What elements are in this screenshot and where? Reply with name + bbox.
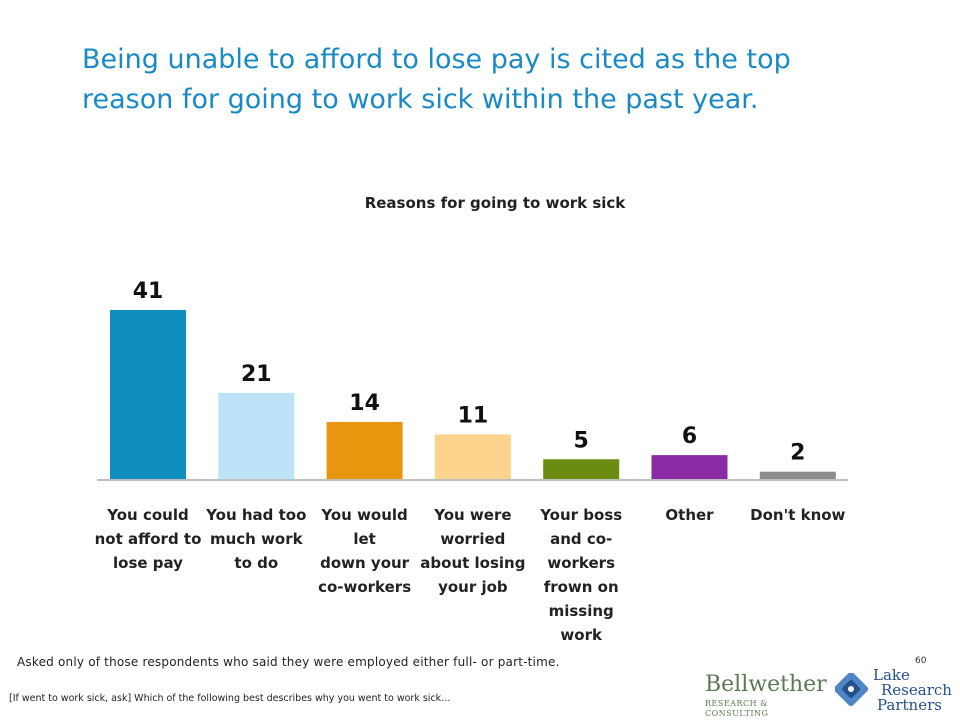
category-label-line: much work	[209, 530, 303, 548]
data-label-6: 6	[682, 424, 697, 449]
data-label-3: 14	[349, 391, 380, 416]
data-label-5: 5	[574, 428, 589, 453]
category-label-7: Don't know	[743, 503, 853, 527]
puzzle-icon	[835, 673, 869, 707]
headline-line-2: reason for going to work sick within the…	[82, 84, 759, 115]
data-label-7: 2	[790, 441, 805, 466]
category-label-line: frown on	[543, 578, 619, 596]
category-label-line: workers	[547, 554, 615, 572]
bellwether-logo-name: Bellwether	[705, 672, 827, 697]
page-number: 60	[915, 656, 927, 666]
chart-title: Reasons for going to work sick	[364, 194, 626, 212]
bar-7	[759, 471, 836, 480]
category-label-line: lose pay	[113, 554, 183, 572]
category-label-line: Your boss	[540, 506, 623, 524]
category-label-line: Don't know	[750, 506, 846, 524]
lrp-logo-line-2: Research	[881, 681, 952, 699]
category-label-line: your job	[438, 578, 508, 596]
lake-research-partners-logo: Lake Research Partners	[835, 665, 955, 717]
category-label-1: You could not afford to lose pay	[93, 503, 203, 575]
category-label-3: You would let down your co-workers	[310, 503, 420, 599]
data-label-2: 21	[241, 362, 272, 387]
bar-1	[110, 310, 186, 480]
footnote: Asked only of those respondents who said…	[17, 655, 560, 669]
category-label-line: down your	[320, 554, 410, 572]
category-label-line: and co-	[550, 530, 613, 548]
category-label-line: to do	[234, 554, 279, 572]
bellwether-logo: Bellwether RESEARCH & CONSULTING	[705, 672, 827, 719]
category-label-line: You would let	[321, 506, 408, 548]
category-label-line: missing work	[548, 602, 614, 644]
category-label-line: You could	[107, 506, 189, 524]
lrp-logo-line-3: Partners	[877, 696, 942, 714]
data-label-1: 41	[133, 279, 164, 304]
category-label-line: worried	[440, 530, 506, 548]
category-label-line: not afford to	[94, 530, 202, 548]
data-label-4: 11	[458, 403, 489, 428]
category-label-line: Other	[665, 506, 714, 524]
bar-6	[651, 455, 728, 480]
bar-5	[543, 459, 620, 480]
category-label-4: You were worried about losing your job	[418, 503, 528, 599]
category-label-6: Other	[635, 503, 745, 527]
question-text: [If went to work sick, ask] Which of the…	[9, 693, 451, 704]
bellwether-logo-subtitle: RESEARCH & CONSULTING	[705, 699, 769, 718]
category-label-line: about losing	[420, 554, 526, 572]
bar-4	[434, 434, 511, 480]
headline-line-1: Being unable to afford to lose pay is ci…	[82, 44, 791, 75]
category-label-line: You were	[434, 506, 512, 524]
category-label-line: co-workers	[318, 578, 412, 596]
category-label-5: Your boss and co-workers frown on missing w…	[526, 503, 636, 647]
bar-2	[218, 392, 295, 480]
category-label-2: You had too much work to do	[201, 503, 311, 575]
lrp-logo-line-1: Lake	[873, 666, 910, 684]
bar-3	[326, 421, 403, 480]
slide-headline: Being unable to afford to lose pay is ci…	[82, 40, 902, 120]
category-label-line: You had too	[206, 506, 307, 524]
